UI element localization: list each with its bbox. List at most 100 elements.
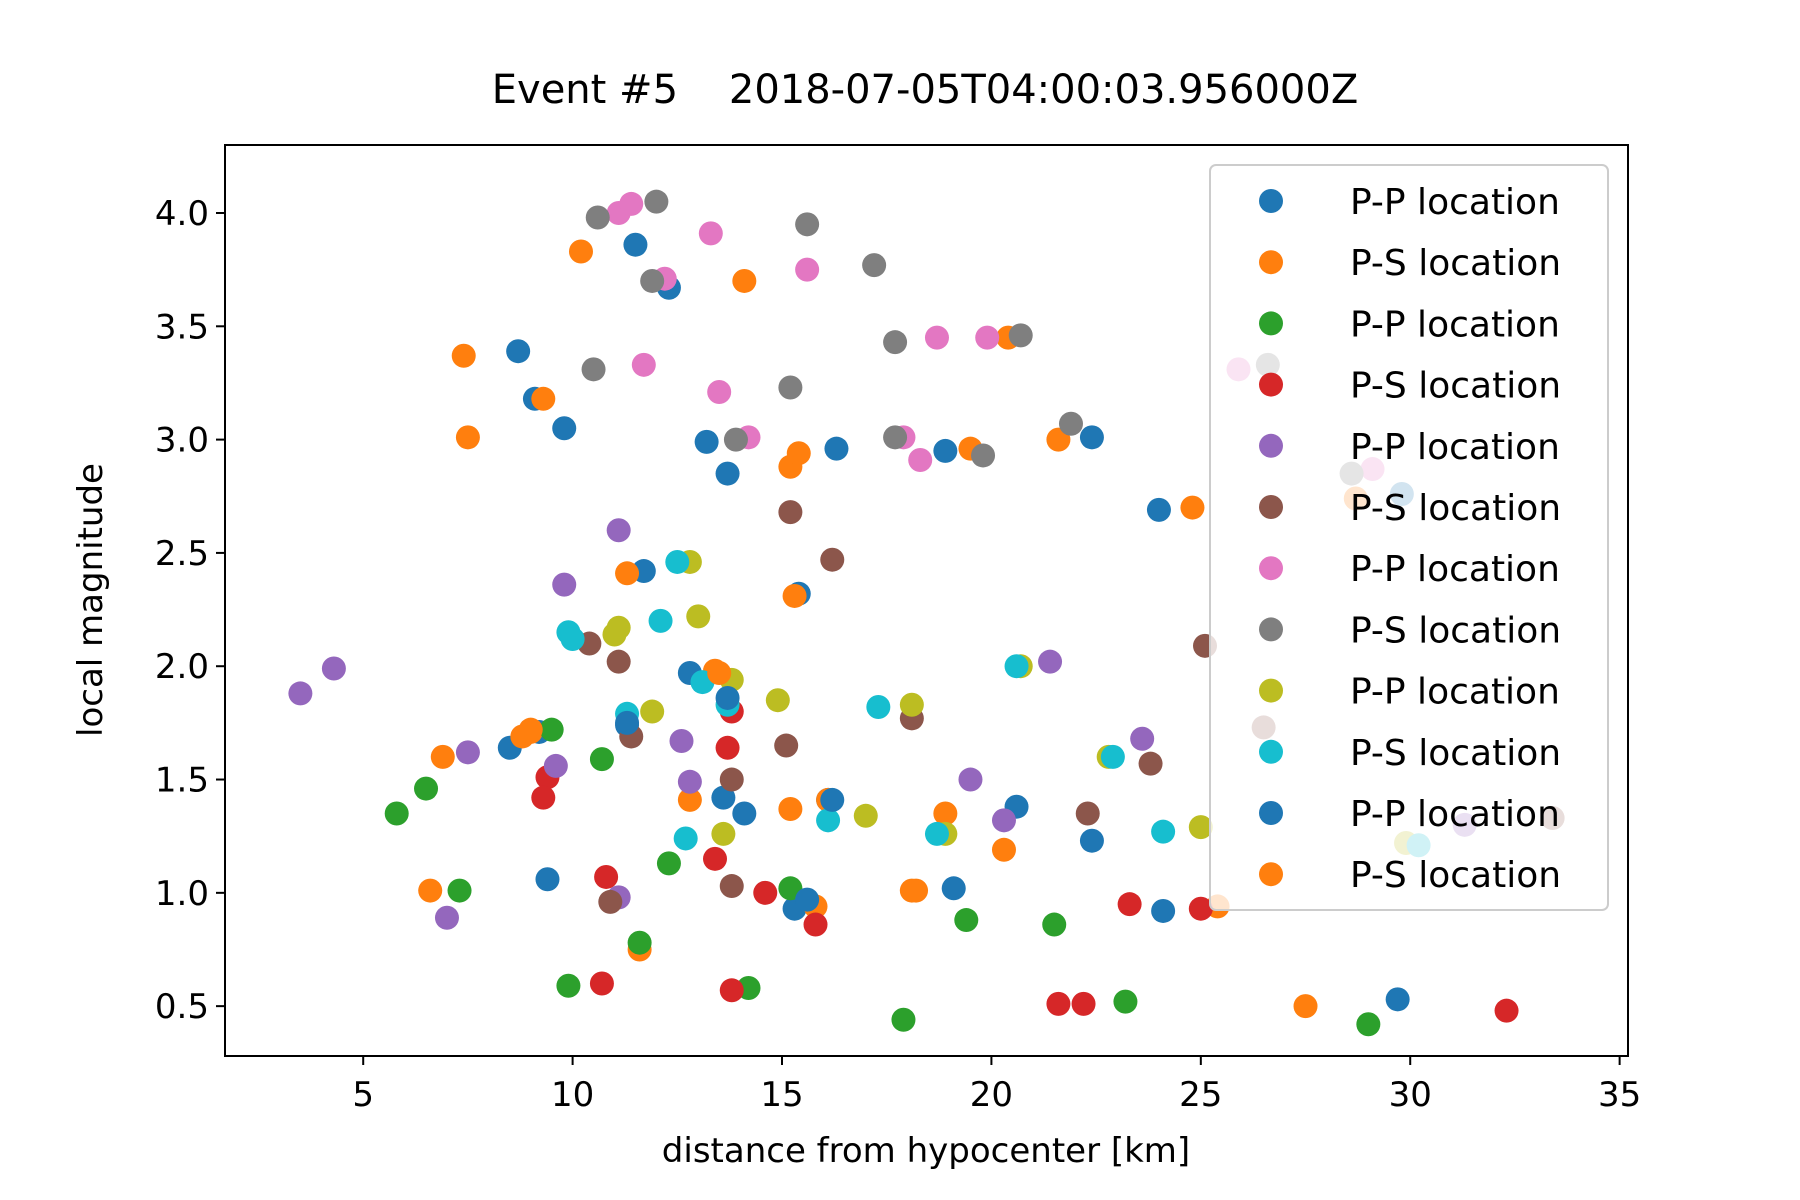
legend-marker (1259, 678, 1283, 703)
data-point (719, 978, 744, 1003)
data-point (451, 343, 476, 368)
x-tick-label: 30 (1389, 1075, 1432, 1115)
data-point (631, 352, 656, 377)
data-point (589, 747, 614, 772)
data-point (506, 339, 531, 364)
data-point (673, 826, 698, 851)
data-point (1046, 991, 1071, 1016)
data-point (958, 767, 983, 792)
legend-label: P-S location (1350, 855, 1561, 896)
data-point (715, 685, 740, 710)
data-point (820, 547, 845, 572)
data-point (853, 803, 878, 828)
legend-marker (1259, 739, 1283, 764)
data-point (531, 785, 556, 810)
data-point (698, 221, 723, 246)
data-point (1079, 828, 1104, 853)
data-point (640, 268, 665, 293)
data-point (820, 787, 845, 812)
data-point (694, 429, 719, 454)
data-point (1293, 994, 1318, 1019)
data-point (1071, 991, 1096, 1016)
data-point (971, 443, 996, 468)
y-tick-label: 3.5 (155, 307, 209, 347)
data-point (778, 500, 803, 525)
legend-marker (1259, 311, 1283, 336)
data-point (883, 330, 908, 355)
y-tick-label: 1.0 (155, 874, 209, 914)
x-tick-label: 20 (970, 1075, 1013, 1115)
data-point (552, 572, 577, 597)
data-point (866, 695, 891, 720)
data-point (1385, 987, 1410, 1012)
data-point (786, 441, 811, 466)
data-point (615, 710, 640, 735)
data-point (803, 912, 828, 937)
data-point (669, 729, 694, 754)
data-point (414, 776, 439, 801)
data-point (1079, 425, 1104, 450)
data-point (891, 1007, 916, 1032)
data-point (556, 973, 581, 998)
legend-marker (1259, 189, 1283, 213)
data-point (581, 357, 606, 382)
data-point (1117, 892, 1142, 917)
legend-box (1209, 164, 1609, 911)
chart-title: Event #5 2018-07-05T04:00:03.956000Z (492, 67, 1358, 113)
data-point (615, 561, 640, 586)
data-point (883, 425, 908, 450)
data-point (1188, 896, 1213, 921)
plot-frame (224, 144, 1629, 1057)
legend-label: P-P location (1350, 794, 1560, 835)
data-point (539, 717, 564, 742)
series-12 (518, 661, 924, 903)
data-point (1494, 998, 1519, 1023)
data-point (1151, 898, 1176, 923)
legend-marker (1259, 801, 1283, 825)
y-tick-label: 0.5 (155, 987, 209, 1027)
data-point (418, 878, 443, 903)
data-point (619, 191, 644, 216)
data-point (1113, 989, 1138, 1014)
data-point (430, 744, 455, 769)
data-point (1058, 411, 1083, 436)
data-point (677, 769, 702, 794)
y-axis-label: local magnitude (71, 463, 111, 737)
legend-label: P-S location (1350, 366, 1561, 407)
data-point (933, 438, 958, 463)
x-tick-label: 25 (1179, 1075, 1222, 1115)
data-point (455, 740, 480, 765)
legend: P-P location P-S location P-P location P-S … (1209, 164, 1609, 911)
data-point (711, 785, 736, 810)
data-point (707, 380, 732, 405)
data-point (640, 699, 665, 724)
y-tick-label: 4.0 (155, 194, 209, 234)
data-point (719, 767, 744, 792)
data-point (552, 416, 577, 441)
data-point (778, 375, 803, 400)
data-point (585, 205, 610, 230)
data-point (560, 627, 585, 652)
data-point (589, 971, 614, 996)
data-point (824, 436, 849, 461)
data-point (778, 876, 803, 901)
legend-label: P-S location (1350, 488, 1561, 529)
data-point (1146, 497, 1171, 522)
data-point (1151, 819, 1176, 844)
data-point (862, 253, 887, 278)
data-point (908, 447, 933, 472)
y-axis: 0.5 1.0 1.5 2.0 2.5 3.0 3.5 4.0 (155, 194, 225, 1027)
data-point (535, 867, 560, 892)
data-point (1075, 801, 1100, 826)
legend-label: P-P location (1350, 427, 1560, 468)
data-point (975, 325, 1000, 350)
data-point (1042, 912, 1067, 937)
data-point (321, 656, 346, 681)
data-point (606, 649, 631, 674)
data-point (924, 325, 949, 350)
legend-marker (1259, 862, 1283, 887)
data-point (665, 549, 690, 574)
data-point (656, 851, 681, 876)
data-point (606, 615, 631, 640)
legend-label: P-P location (1350, 304, 1560, 345)
